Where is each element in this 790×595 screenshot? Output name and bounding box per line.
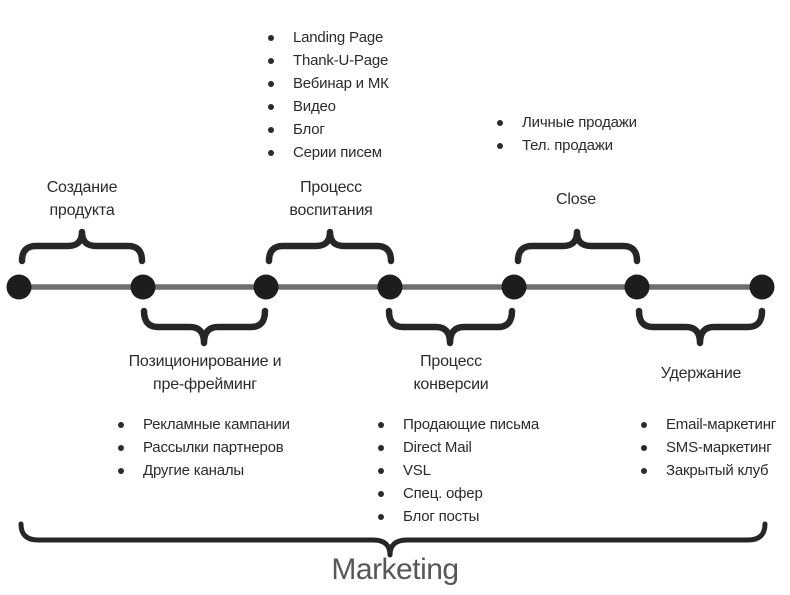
- list-item-label: Тел. продажи: [522, 137, 613, 154]
- list-item: Thank-U-Page: [268, 49, 389, 72]
- list-item-label: Закрытый клуб: [666, 462, 769, 479]
- stage-label-nurturing-process: Процесс воспитания: [289, 179, 373, 219]
- stage-brace-below-1: [385, 307, 516, 347]
- timeline-dot: [749, 274, 775, 300]
- bullet-icon: [118, 467, 124, 474]
- bullet-icon: [268, 103, 274, 110]
- bullet-icon: [641, 444, 647, 451]
- list-item-label: Личные продажи: [522, 114, 637, 131]
- list-item-label: Спец. офер: [403, 485, 483, 502]
- list-item: Direct Mail: [378, 436, 539, 459]
- list-item-label: Landing Page: [293, 29, 384, 46]
- timeline-dot: [377, 274, 403, 300]
- list-item: Личные продажи: [497, 111, 637, 134]
- list-item-label: Direct Mail: [403, 439, 472, 456]
- conversion-channels-list: Продающие письма Direct Mail VSL Спец. о…: [378, 413, 539, 528]
- list-item: Рекламные кампании: [118, 413, 290, 436]
- list-item: Видео: [268, 95, 389, 118]
- list-item: Спец. офер: [378, 482, 539, 505]
- stage-brace-below-0: [140, 307, 269, 347]
- list-item-label: Вебинар и МК: [293, 75, 389, 92]
- bullet-icon: [268, 149, 274, 156]
- bullet-icon: [268, 34, 274, 41]
- list-item: Закрытый клуб: [641, 459, 776, 482]
- list-item: Серии писем: [268, 141, 389, 164]
- list-item: Тел. продажи: [497, 134, 637, 157]
- closing-channels-list: Личные продажи Тел. продажи: [497, 111, 637, 157]
- list-item-label: Серии писем: [293, 144, 382, 161]
- bullet-icon: [118, 421, 124, 428]
- stage-label-positioning: Позиционирование и пре-фрейминг: [128, 353, 282, 393]
- retention-channels-list: Email-маркетинг SMS-маркетинг Закрытый к…: [641, 413, 776, 482]
- bullet-icon: [268, 57, 274, 64]
- list-item: Продающие письма: [378, 413, 539, 436]
- bullet-icon: [268, 80, 274, 87]
- bullet-icon: [497, 119, 503, 126]
- marketing-scope-brace: [18, 521, 768, 558]
- stage-label-retention: Удержание: [660, 365, 742, 382]
- list-item: Вебинар и МК: [268, 72, 389, 95]
- list-item: Блог посты: [378, 505, 539, 528]
- list-item-label: Продающие письма: [403, 416, 539, 433]
- list-item-label: Блог посты: [403, 508, 480, 525]
- list-item-label: Thank-U-Page: [293, 52, 389, 69]
- timeline-dot: [6, 274, 32, 300]
- bullet-icon: [641, 421, 647, 428]
- list-item: Landing Page: [268, 26, 389, 49]
- bullet-icon: [641, 467, 647, 474]
- nurturing-channels-list: Landing Page Thank-U-Page Вебинар и МК В…: [268, 26, 389, 164]
- list-item-label: Рекламные кампании: [143, 416, 290, 433]
- bullet-icon: [378, 467, 384, 474]
- bullet-icon: [118, 444, 124, 451]
- stage-brace-below-2: [635, 307, 766, 347]
- timeline-dot: [624, 274, 650, 300]
- bullet-icon: [268, 126, 274, 133]
- list-item: Блог: [268, 118, 389, 141]
- timeline-dot: [253, 274, 279, 300]
- list-item: SMS-маркетинг: [641, 436, 776, 459]
- diagram-title: Marketing: [331, 553, 459, 586]
- stage-brace-above-0: [18, 228, 146, 265]
- bullet-icon: [378, 421, 384, 428]
- positioning-channels-list: Рекламные кампании Рассылки партнеров Др…: [118, 413, 290, 482]
- list-item-label: SMS-маркетинг: [666, 439, 772, 456]
- stage-brace-above-2: [514, 228, 641, 265]
- list-item: Другие каналы: [118, 459, 290, 482]
- list-item-label: Рассылки партнеров: [143, 439, 284, 456]
- timeline-dot: [501, 274, 527, 300]
- list-item-label: VSL: [403, 462, 431, 479]
- list-item: VSL: [378, 459, 539, 482]
- bullet-icon: [378, 490, 384, 497]
- list-item-label: Другие каналы: [143, 462, 244, 479]
- stage-label-conversion-process: Процесс конверсии: [413, 353, 489, 393]
- stage-label-product-creation: Создание продукта: [46, 179, 118, 219]
- bullet-icon: [378, 513, 384, 520]
- timeline-dot: [130, 274, 156, 300]
- list-item: Рассылки партнеров: [118, 436, 290, 459]
- list-item-label: Email-маркетинг: [666, 416, 777, 433]
- bullet-icon: [378, 444, 384, 451]
- list-item-label: Блог: [293, 121, 325, 138]
- list-item: Email-маркетинг: [641, 413, 776, 436]
- list-item-label: Видео: [293, 98, 336, 115]
- bullet-icon: [497, 142, 503, 149]
- stage-label-close: Close: [556, 191, 596, 208]
- stage-brace-above-1: [265, 228, 395, 265]
